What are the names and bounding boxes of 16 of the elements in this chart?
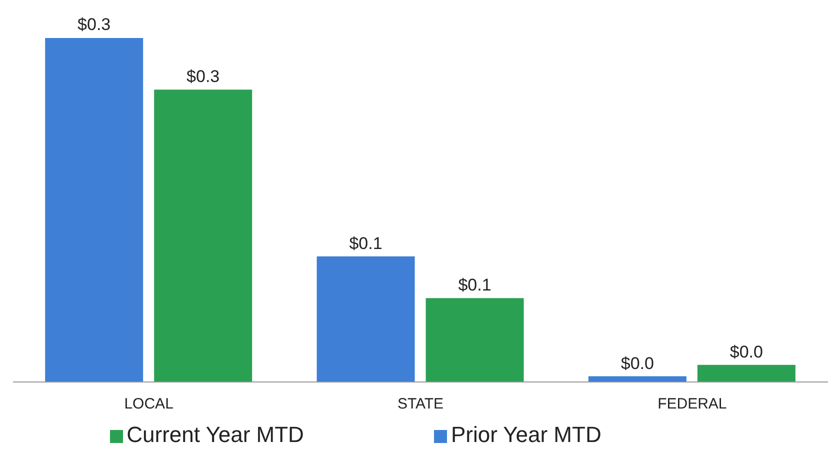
bar [154,90,252,382]
bar [45,38,144,382]
data-label: $0.3 [78,15,111,34]
x-tick-label: FEDERAL [658,396,727,413]
x-tick-label: LOCAL [124,396,174,413]
x-tick-label: STATE [397,396,444,413]
legend-label: Current Year MTD [126,422,304,447]
data-label: $0.1 [349,234,382,253]
bar [426,298,524,382]
data-label: $0.0 [730,342,763,362]
data-label: $0.0 [620,354,654,373]
data-label: $0.1 [458,276,492,295]
bar [697,364,796,382]
bar [316,256,415,382]
legend-label: Prior Year MTD [450,422,602,447]
data-label: $0.3 [186,67,220,86]
